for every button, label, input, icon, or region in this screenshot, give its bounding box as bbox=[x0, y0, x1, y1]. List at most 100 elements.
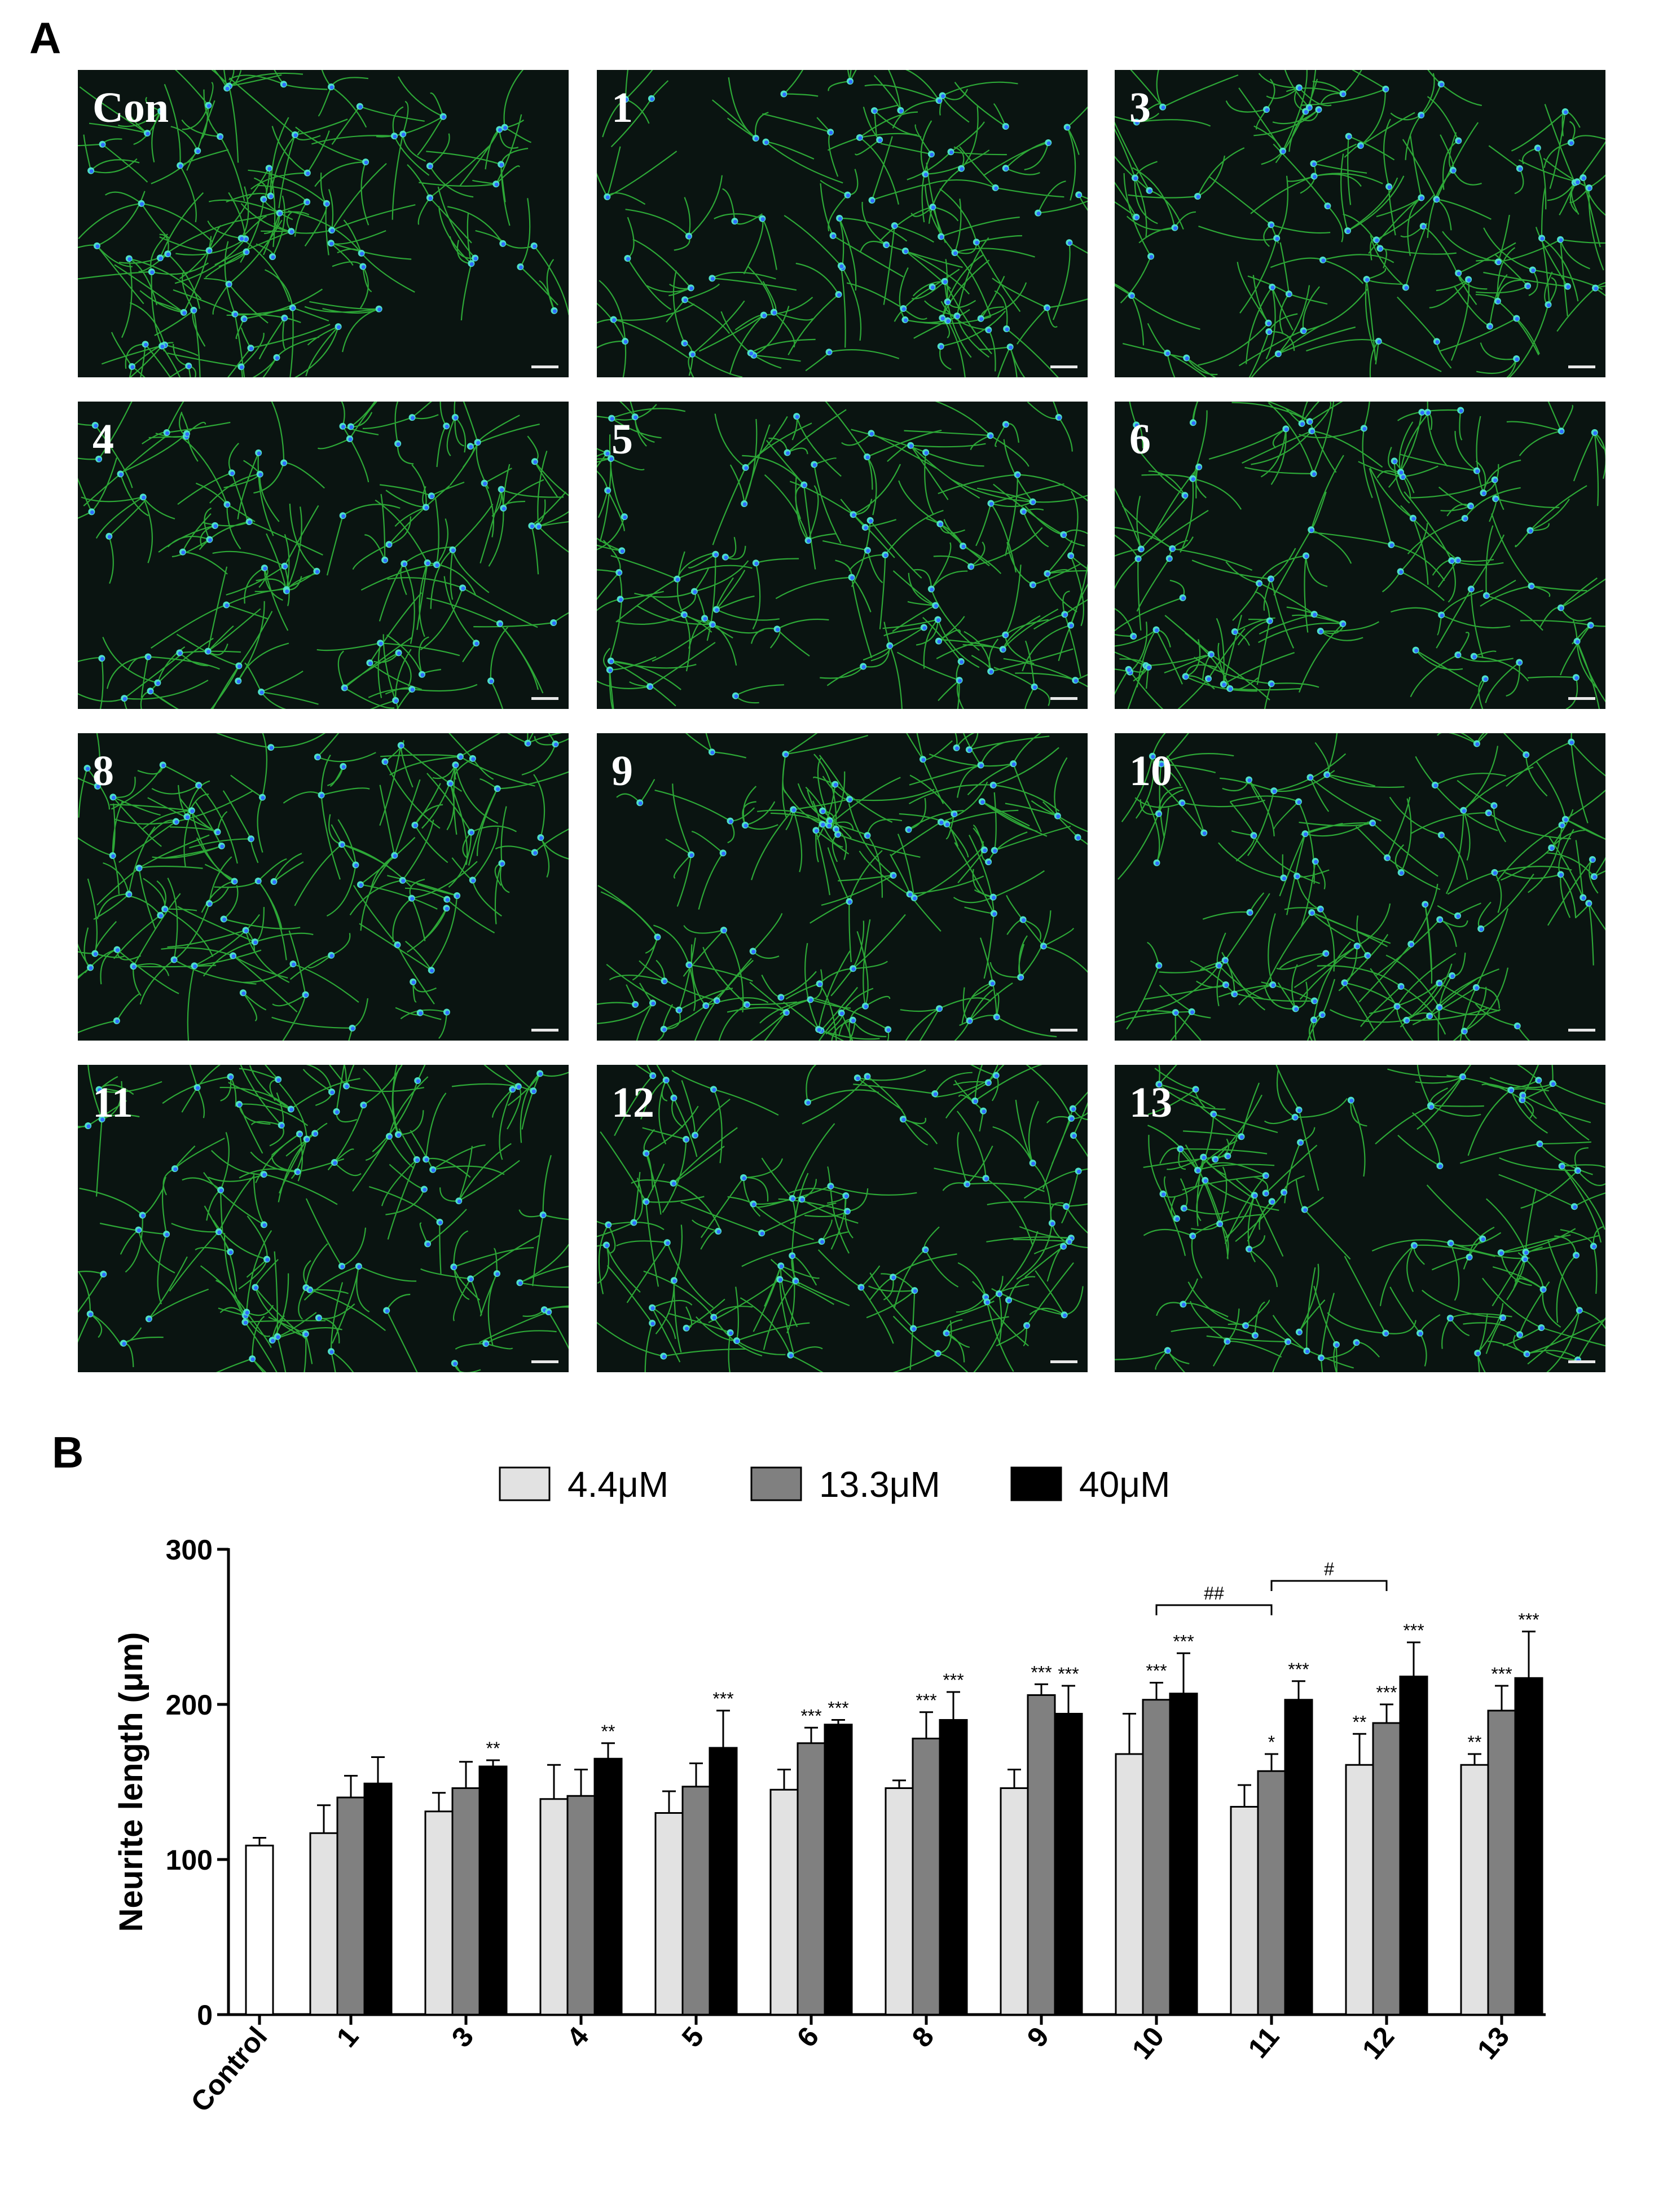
cell-nucleus bbox=[1297, 1330, 1302, 1335]
cell-nucleus bbox=[1031, 500, 1036, 505]
cell-nucleus bbox=[1433, 783, 1438, 788]
cell-nucleus bbox=[620, 549, 624, 553]
cell-nucleus bbox=[704, 1004, 709, 1008]
cell-nucleus bbox=[672, 1096, 676, 1101]
cell-nucleus bbox=[1074, 678, 1078, 683]
cell-nucleus bbox=[416, 1079, 420, 1083]
cell-nucleus bbox=[1456, 558, 1460, 563]
bar bbox=[1284, 1699, 1313, 2016]
cell-nucleus bbox=[1481, 491, 1486, 496]
fluorescence-image bbox=[1115, 402, 1605, 709]
cell-nucleus bbox=[934, 603, 938, 608]
cell-nucleus bbox=[1450, 974, 1455, 979]
cell-nucleus bbox=[806, 1100, 811, 1105]
cell-nucleus bbox=[735, 1339, 740, 1343]
cell-nucleus bbox=[304, 993, 309, 998]
cell-nucleus bbox=[1157, 964, 1162, 968]
cell-nucleus bbox=[677, 1008, 682, 1013]
cell-nucleus bbox=[1574, 676, 1579, 680]
micrograph-label: 10 bbox=[1129, 747, 1172, 795]
cell-nucleus bbox=[383, 760, 388, 764]
cell-nucleus bbox=[394, 699, 398, 703]
cell-nucleus bbox=[1566, 285, 1570, 289]
cell-nucleus bbox=[908, 892, 913, 897]
cell-nucleus bbox=[285, 589, 289, 594]
micrograph-label: 4 bbox=[93, 416, 114, 463]
cell-nucleus bbox=[1165, 351, 1170, 356]
cell-nucleus bbox=[742, 502, 747, 506]
micrograph-panel: 6 bbox=[1115, 402, 1605, 709]
cell-nucleus bbox=[377, 307, 382, 312]
cell-nucleus bbox=[1457, 139, 1461, 143]
neurites bbox=[78, 733, 569, 1041]
cell-nucleus bbox=[1007, 1298, 1011, 1303]
cell-nucleus bbox=[1488, 324, 1493, 329]
cell-nucleus bbox=[648, 685, 653, 689]
cell-nucleus bbox=[206, 104, 211, 108]
cell-nucleus bbox=[1004, 633, 1008, 638]
cell-nucleus bbox=[1191, 421, 1196, 425]
cell-nucleus bbox=[1133, 176, 1138, 180]
cell-nucleus bbox=[848, 80, 853, 84]
cell-nucleus bbox=[1247, 1248, 1252, 1252]
cell-nucleus bbox=[1270, 285, 1275, 290]
neurites bbox=[78, 402, 569, 709]
cell-nucleus bbox=[330, 228, 335, 233]
cell-nucleus bbox=[289, 230, 294, 234]
cell-nucleus bbox=[711, 623, 715, 627]
cell-nucleus bbox=[144, 342, 148, 347]
cell-nucleus bbox=[262, 197, 266, 202]
significance-label: *** bbox=[712, 1689, 733, 1709]
cell-nucleus bbox=[127, 892, 131, 897]
bar bbox=[336, 1796, 366, 2016]
cell-nucleus bbox=[939, 235, 944, 239]
cell-nucleus bbox=[1004, 125, 1009, 129]
cell-nucleus bbox=[315, 570, 319, 574]
cell-nucleus bbox=[240, 236, 244, 241]
cell-nucleus bbox=[185, 432, 190, 437]
cell-nucleus bbox=[442, 115, 446, 120]
cell-nucleus bbox=[471, 878, 476, 883]
cell-nucleus bbox=[413, 823, 417, 828]
cell-nucleus bbox=[745, 1003, 750, 1007]
cell-nucleus bbox=[923, 1248, 928, 1253]
cell-nucleus bbox=[1313, 999, 1317, 1004]
cell-nucleus bbox=[986, 1300, 990, 1305]
cell-nucleus bbox=[1393, 459, 1397, 464]
cell-nucleus bbox=[733, 219, 737, 224]
cell-nucleus bbox=[393, 854, 397, 858]
cell-nucleus bbox=[685, 1327, 689, 1331]
cell-nucleus bbox=[1435, 197, 1439, 202]
cell-nucleus bbox=[833, 783, 838, 787]
cell-nucleus bbox=[1050, 1222, 1055, 1226]
cell-nucleus bbox=[1168, 557, 1172, 561]
cell-nucleus bbox=[241, 991, 246, 995]
cell-nucleus bbox=[1312, 162, 1316, 166]
cell-nucleus bbox=[1551, 1082, 1555, 1086]
cell-nucleus bbox=[967, 748, 972, 752]
cell-nucleus bbox=[675, 578, 680, 582]
cell-nucleus bbox=[1045, 306, 1050, 311]
cell-nucleus bbox=[1484, 677, 1488, 681]
significance-label: *** bbox=[1376, 1682, 1397, 1703]
cell-nucleus bbox=[1542, 1288, 1546, 1292]
cell-nucleus bbox=[1303, 1208, 1308, 1212]
cell-nucleus bbox=[1400, 871, 1404, 875]
bar bbox=[566, 1795, 596, 2016]
cell-nucleus bbox=[973, 1099, 978, 1104]
scale-bar bbox=[531, 1360, 558, 1363]
cell-nucleus bbox=[426, 1242, 430, 1246]
cell-nucleus bbox=[930, 587, 934, 592]
cell-nucleus bbox=[1225, 1339, 1230, 1344]
cell-nucleus bbox=[982, 1109, 986, 1114]
cell-nucleus bbox=[666, 1241, 670, 1245]
cell-nucleus bbox=[846, 1210, 850, 1214]
cell-nucleus bbox=[1457, 271, 1461, 276]
cell-nucleus bbox=[712, 1087, 716, 1092]
cell-nucleus bbox=[1137, 557, 1141, 562]
cell-nucleus bbox=[1499, 1251, 1504, 1255]
bar bbox=[654, 1812, 684, 2016]
cell-nucleus bbox=[361, 265, 366, 270]
cell-nucleus bbox=[531, 1089, 536, 1094]
micrograph-label: 6 bbox=[1129, 416, 1151, 463]
